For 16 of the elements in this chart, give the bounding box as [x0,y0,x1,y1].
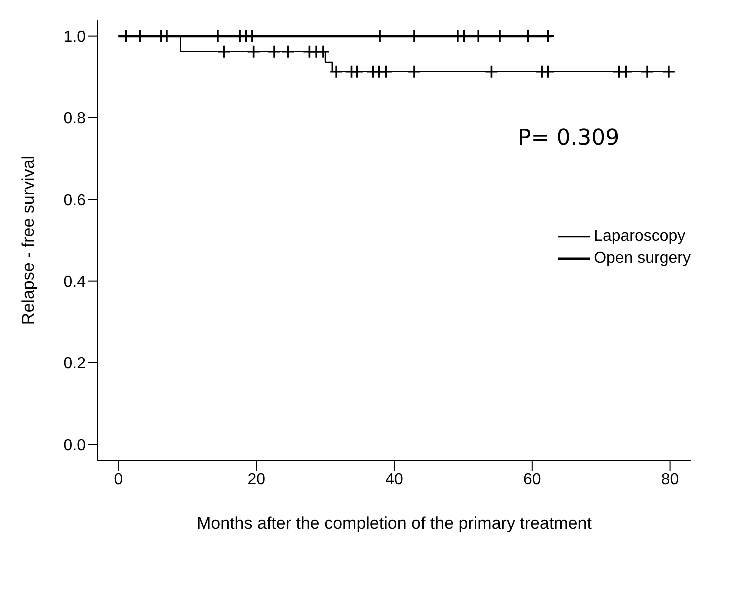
y-tick-label: 0.0 [64,437,86,454]
y-tick-label: 0.6 [64,192,86,210]
x-tick-label: 40 [386,471,404,488]
y-tick-label: 0.2 [64,356,86,373]
legend-label: Open surgery [594,250,691,268]
x-tick-label: 0 [114,471,124,488]
x-axis-title: Months after the completion of the primary treatment [197,514,592,533]
legend-label: Laparoscopy [594,228,686,246]
x-tick-label: 60 [524,471,542,488]
x-tick-label: 20 [248,471,266,488]
y-tick-label: 0.8 [64,110,86,128]
x-tick-label: 80 [661,471,680,488]
y-tick-label: 0.4 [64,274,86,292]
annotation: P= 0.309 [518,126,620,151]
y-axis-title: Relapse - free survival [19,156,38,326]
y-tick-label: 1.0 [64,29,86,46]
